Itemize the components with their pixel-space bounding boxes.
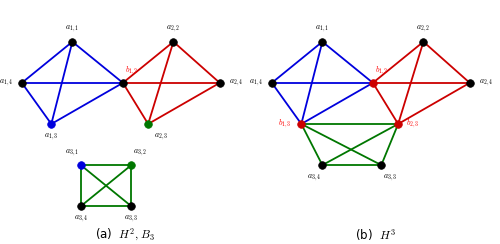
Text: $a_{3,4}$: $a_{3,4}$: [74, 214, 88, 224]
Text: $a_{1,1}$: $a_{1,1}$: [316, 24, 330, 34]
Text: $a_{1,4}$: $a_{1,4}$: [249, 78, 263, 88]
Text: $a_{2,3}$: $a_{2,3}$: [154, 131, 168, 142]
Text: $a_{2,2}$: $a_{2,2}$: [416, 24, 430, 34]
Text: (a)  $H^2, B_3$: (a) $H^2, B_3$: [95, 227, 155, 243]
Text: $a_{1,4}$: $a_{1,4}$: [0, 78, 13, 88]
Text: $b_{1,2}$: $b_{1,2}$: [124, 64, 138, 77]
Text: $a_{2,2}$: $a_{2,2}$: [166, 24, 180, 34]
Text: $a_{3,3}$: $a_{3,3}$: [382, 172, 397, 183]
Text: $b_{2,3}$: $b_{2,3}$: [406, 118, 419, 130]
Text: $a_{2,4}$: $a_{2,4}$: [230, 78, 243, 88]
Text: $b_{1,3}$: $b_{1,3}$: [278, 118, 291, 130]
Text: $a_{2,4}$: $a_{2,4}$: [480, 78, 494, 88]
Text: $a_{1,1}$: $a_{1,1}$: [66, 24, 80, 34]
Text: $a_{3,3}$: $a_{3,3}$: [124, 214, 138, 224]
Text: $a_{3,2}$: $a_{3,2}$: [132, 147, 147, 158]
Text: $a_{3,4}$: $a_{3,4}$: [307, 172, 321, 183]
Text: (b)  $H^3$: (b) $H^3$: [354, 227, 396, 243]
Text: $a_{1,3}$: $a_{1,3}$: [44, 131, 59, 142]
Text: $a_{3,1}$: $a_{3,1}$: [66, 147, 80, 158]
Text: $b_{1,2}$: $b_{1,2}$: [374, 64, 388, 77]
